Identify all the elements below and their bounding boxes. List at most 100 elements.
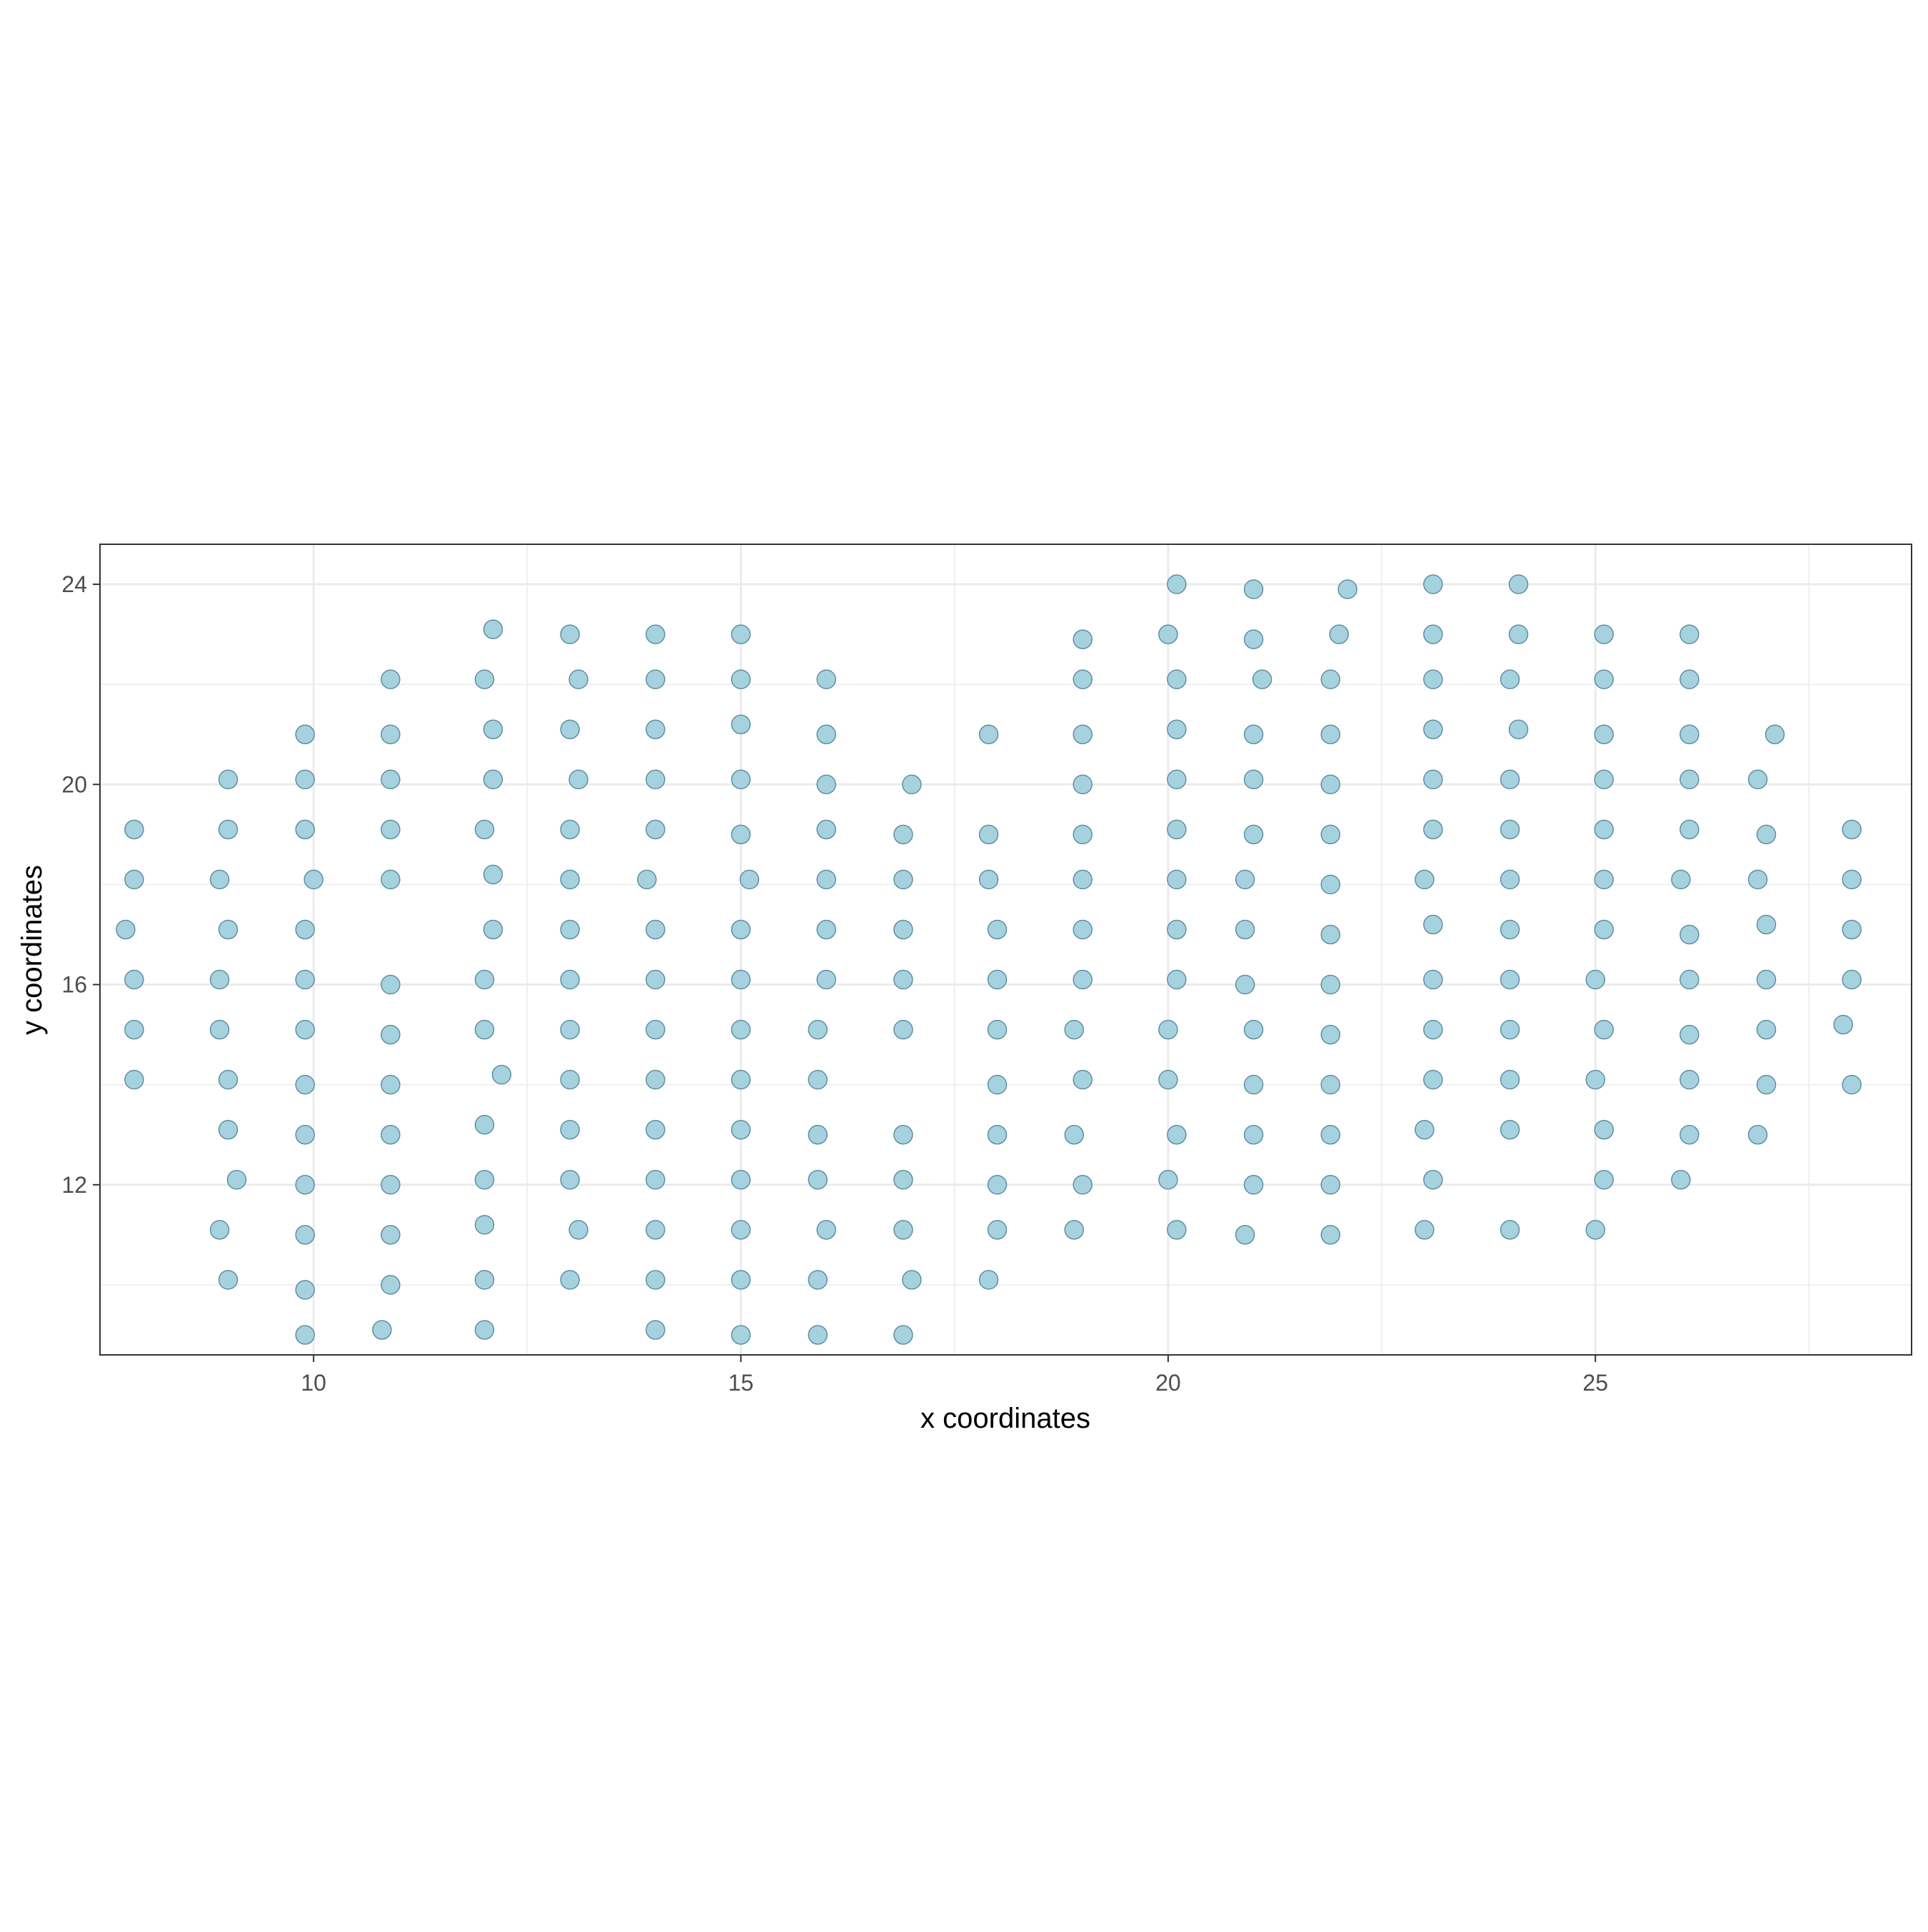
data-point [1756, 1074, 1777, 1095]
data-point [730, 714, 751, 734]
data-point [1756, 969, 1777, 990]
data-point [295, 1019, 315, 1040]
data-point [1585, 1069, 1605, 1090]
data-point [1680, 924, 1699, 945]
data-point [1423, 969, 1443, 990]
data-point [646, 1019, 666, 1040]
data-point [646, 1270, 666, 1290]
x-axis: 10 15 20 25 [301, 1355, 1608, 1396]
data-point [560, 1270, 580, 1290]
data-point [1594, 819, 1614, 840]
data-point [646, 669, 666, 689]
panel-border [99, 544, 1912, 1356]
data-point [1594, 769, 1614, 790]
data-point [560, 1069, 580, 1090]
data-point [902, 1270, 922, 1290]
data-point [730, 1325, 751, 1345]
data-point [1167, 919, 1187, 940]
data-point [816, 869, 836, 890]
y-tick-label: 20 [61, 771, 87, 797]
data-point [1680, 724, 1699, 744]
data-point [1756, 824, 1777, 845]
data-point [1594, 1119, 1614, 1140]
data-point [808, 1019, 828, 1040]
data-point [646, 819, 666, 840]
data-point [381, 1225, 401, 1245]
data-point [1415, 1119, 1435, 1140]
data-point [893, 969, 913, 990]
y-axis-title: y coordinates [16, 865, 48, 1035]
data-point [124, 1069, 144, 1090]
data-point [124, 819, 144, 840]
data-point [893, 1170, 913, 1190]
data-point [987, 919, 1008, 940]
data-point [560, 719, 580, 739]
data-point [1756, 1019, 1777, 1040]
data-point [474, 1215, 495, 1235]
data-point [1423, 1170, 1443, 1190]
data-point [808, 1270, 828, 1290]
data-point [381, 819, 401, 840]
data-point [474, 1019, 495, 1040]
data-point [1073, 629, 1093, 649]
data-point [474, 1170, 495, 1190]
data-point [1167, 969, 1187, 990]
data-point [978, 1270, 999, 1290]
data-point [1167, 669, 1187, 689]
data-point [1320, 874, 1340, 895]
x-tick-label: 25 [1582, 1370, 1608, 1396]
data-point [1500, 819, 1520, 840]
data-point [1594, 1019, 1614, 1040]
data-point [295, 1280, 315, 1300]
data-point [637, 869, 657, 890]
data-point [1073, 969, 1093, 990]
data-point [568, 669, 588, 689]
data-point [816, 919, 836, 940]
data-point [1158, 624, 1178, 644]
y-tick-label: 16 [61, 972, 87, 998]
data-point [1680, 669, 1699, 689]
data-point [646, 1069, 666, 1090]
data-point [1842, 819, 1862, 840]
data-point [1833, 1014, 1854, 1035]
data-point [1680, 819, 1699, 840]
data-point [474, 969, 495, 990]
data-point [1243, 1074, 1264, 1095]
data-point [560, 919, 580, 940]
data-point [560, 1019, 580, 1040]
data-point [987, 969, 1008, 990]
data-point [1235, 1225, 1255, 1245]
data-point [1320, 774, 1340, 795]
data-point [730, 1270, 751, 1290]
data-point [1252, 669, 1272, 689]
data-point [295, 1124, 315, 1145]
data-point [1500, 1069, 1520, 1090]
data-point [116, 919, 136, 940]
data-point [1415, 1220, 1435, 1240]
data-point [1320, 974, 1340, 995]
data-point [1235, 869, 1255, 890]
data-point [1423, 914, 1443, 935]
x-tick-label: 15 [728, 1370, 754, 1396]
data-point [1320, 924, 1340, 945]
data-point [730, 1019, 751, 1040]
data-point [1320, 824, 1340, 845]
data-point [1500, 669, 1520, 689]
data-point [568, 769, 588, 790]
data-point [209, 1220, 230, 1240]
data-point [1500, 919, 1520, 940]
data-point [808, 1170, 828, 1190]
data-point [1500, 769, 1520, 790]
data-point [474, 1114, 495, 1135]
data-point [1423, 769, 1443, 790]
x-tick-label: 20 [1155, 1370, 1181, 1396]
data-point [987, 1074, 1008, 1095]
data-point [1235, 974, 1255, 995]
data-point [1064, 1019, 1084, 1040]
data-point [1594, 624, 1614, 644]
data-point [646, 624, 666, 644]
data-point [1423, 1069, 1443, 1090]
data-point [893, 1220, 913, 1240]
data-point [483, 919, 503, 940]
data-point [816, 969, 836, 990]
